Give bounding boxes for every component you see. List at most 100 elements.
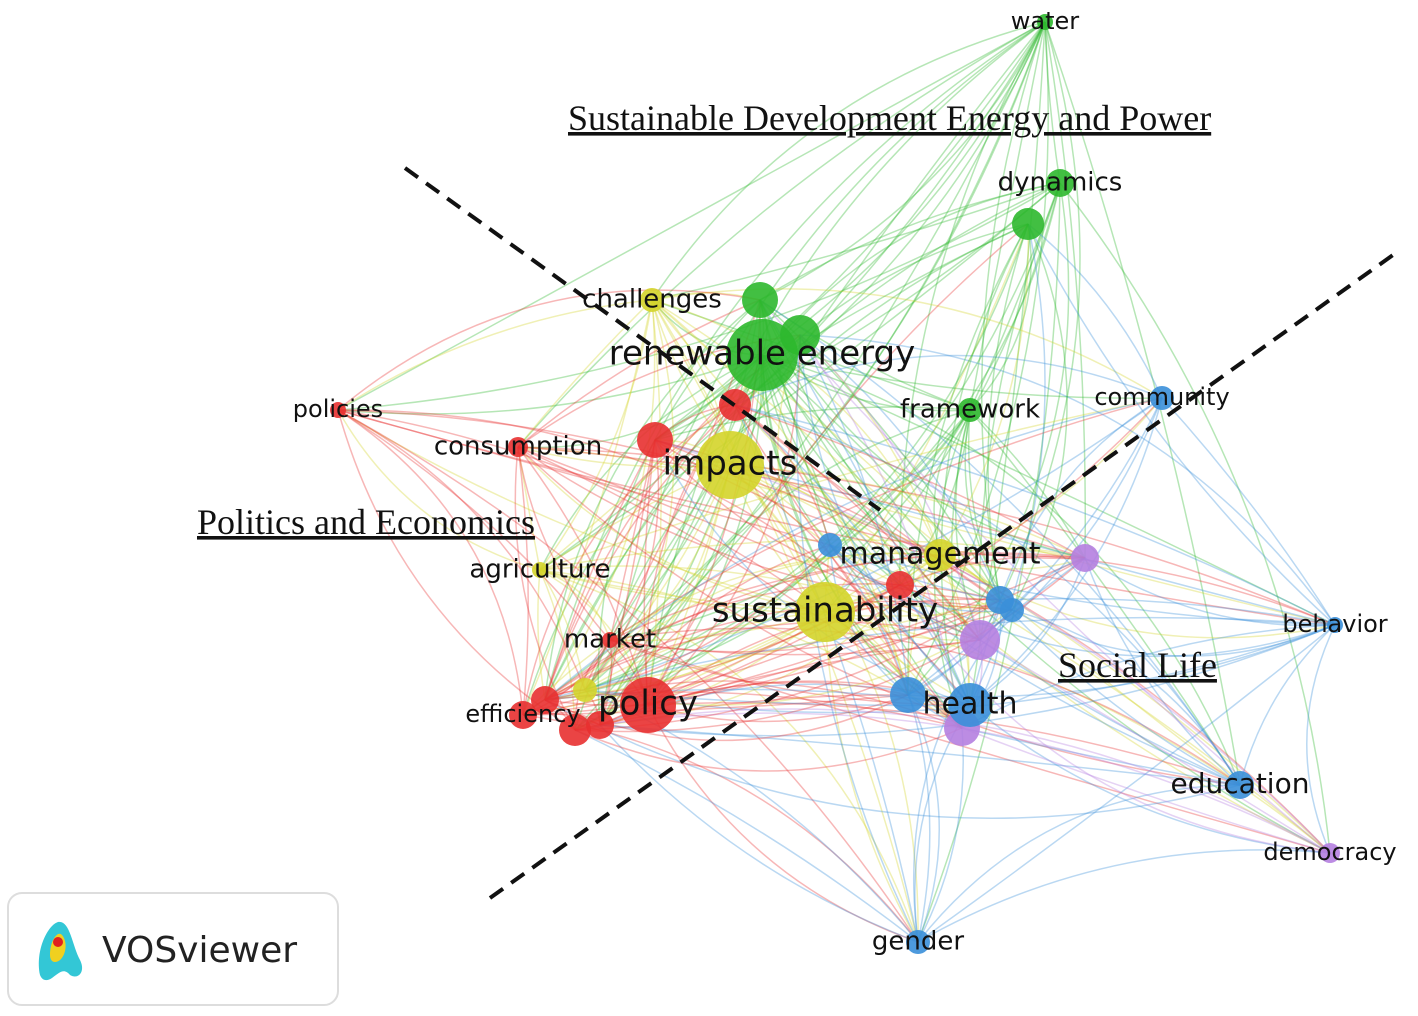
edge [544, 621, 981, 701]
edge [337, 289, 761, 411]
edge [654, 223, 1029, 441]
node-label: framework [900, 395, 1040, 425]
node-label: agriculture [469, 555, 610, 585]
edge [907, 694, 940, 943]
edge [761, 354, 1013, 611]
node-circle [620, 677, 676, 733]
edge [734, 404, 1086, 559]
edge [599, 724, 919, 943]
edge [761, 354, 1001, 601]
edge [337, 409, 1331, 854]
edge [980, 21, 1046, 601]
node-circle [886, 571, 914, 599]
edge [517, 446, 1241, 786]
node-label: challenges [582, 285, 722, 315]
edge [599, 544, 831, 726]
edge [824, 611, 919, 943]
edge [522, 714, 919, 943]
edge [517, 446, 981, 641]
edge [979, 639, 1331, 854]
edge [539, 569, 611, 641]
edge [761, 354, 901, 586]
edge [517, 21, 1046, 448]
edge [734, 354, 1163, 406]
edge [609, 627, 1241, 786]
edge [647, 584, 901, 706]
edge [651, 299, 941, 556]
edge [1161, 397, 1336, 626]
edge [969, 182, 1061, 411]
edge [522, 21, 1046, 716]
node-circle [1046, 169, 1074, 197]
edge [907, 182, 1070, 696]
edge [759, 21, 1046, 301]
edge [599, 299, 675, 726]
edge [544, 397, 1163, 701]
edge [647, 680, 971, 706]
nodes [330, 14, 1343, 954]
edge [961, 727, 1241, 786]
node-label: market [564, 625, 656, 655]
edge [647, 704, 919, 943]
logo-icon [53, 937, 63, 947]
edge [544, 552, 1086, 701]
edge [584, 21, 1046, 691]
edge [987, 223, 1029, 601]
edge [544, 583, 1001, 701]
edge [539, 569, 1013, 617]
edge [647, 557, 1086, 706]
edge [734, 404, 919, 943]
node-circle [1320, 843, 1340, 863]
node-label: health [923, 687, 1018, 722]
edge [609, 553, 1336, 641]
edge [729, 464, 981, 641]
edge [517, 446, 529, 716]
edge [939, 554, 1336, 639]
edge [969, 223, 1032, 411]
edge [907, 557, 1086, 696]
node-circle [890, 677, 926, 713]
node-circle [532, 562, 548, 578]
edge [907, 223, 1029, 696]
edge [647, 299, 662, 706]
node-circle [958, 398, 982, 422]
edge [609, 409, 971, 641]
edge [829, 544, 1336, 626]
edge [647, 334, 801, 706]
edge [597, 299, 761, 726]
edge [1011, 609, 1241, 786]
node-circle [509, 701, 537, 729]
edge [761, 354, 971, 706]
edge [522, 611, 826, 716]
edge [907, 21, 1049, 696]
edge [651, 182, 1061, 301]
edge [651, 299, 971, 411]
node-circle [531, 686, 559, 714]
edge [969, 21, 1046, 706]
edge [517, 446, 1086, 559]
edge [796, 334, 919, 943]
edge [539, 299, 653, 571]
edge [544, 182, 1061, 701]
edge [599, 439, 656, 726]
edge [999, 599, 1241, 786]
edge [829, 544, 971, 706]
edge [824, 611, 1331, 854]
node-label: community [1094, 383, 1229, 411]
edge [539, 569, 586, 691]
node-label: education [1171, 767, 1310, 800]
edge [761, 354, 981, 641]
edge [517, 446, 1013, 611]
edge [729, 464, 909, 696]
node-circle [960, 620, 1000, 660]
node-label: policies [293, 395, 383, 423]
edge [917, 624, 1336, 943]
edge [517, 299, 653, 448]
edge [979, 639, 1241, 786]
node-label: management [840, 537, 1041, 572]
edge [544, 699, 1241, 820]
cluster-heading: Sustainable Development Energy and Power [568, 98, 1211, 138]
edge [574, 694, 909, 731]
edge [584, 552, 941, 691]
cluster-heading: Social Life [1058, 645, 1217, 685]
